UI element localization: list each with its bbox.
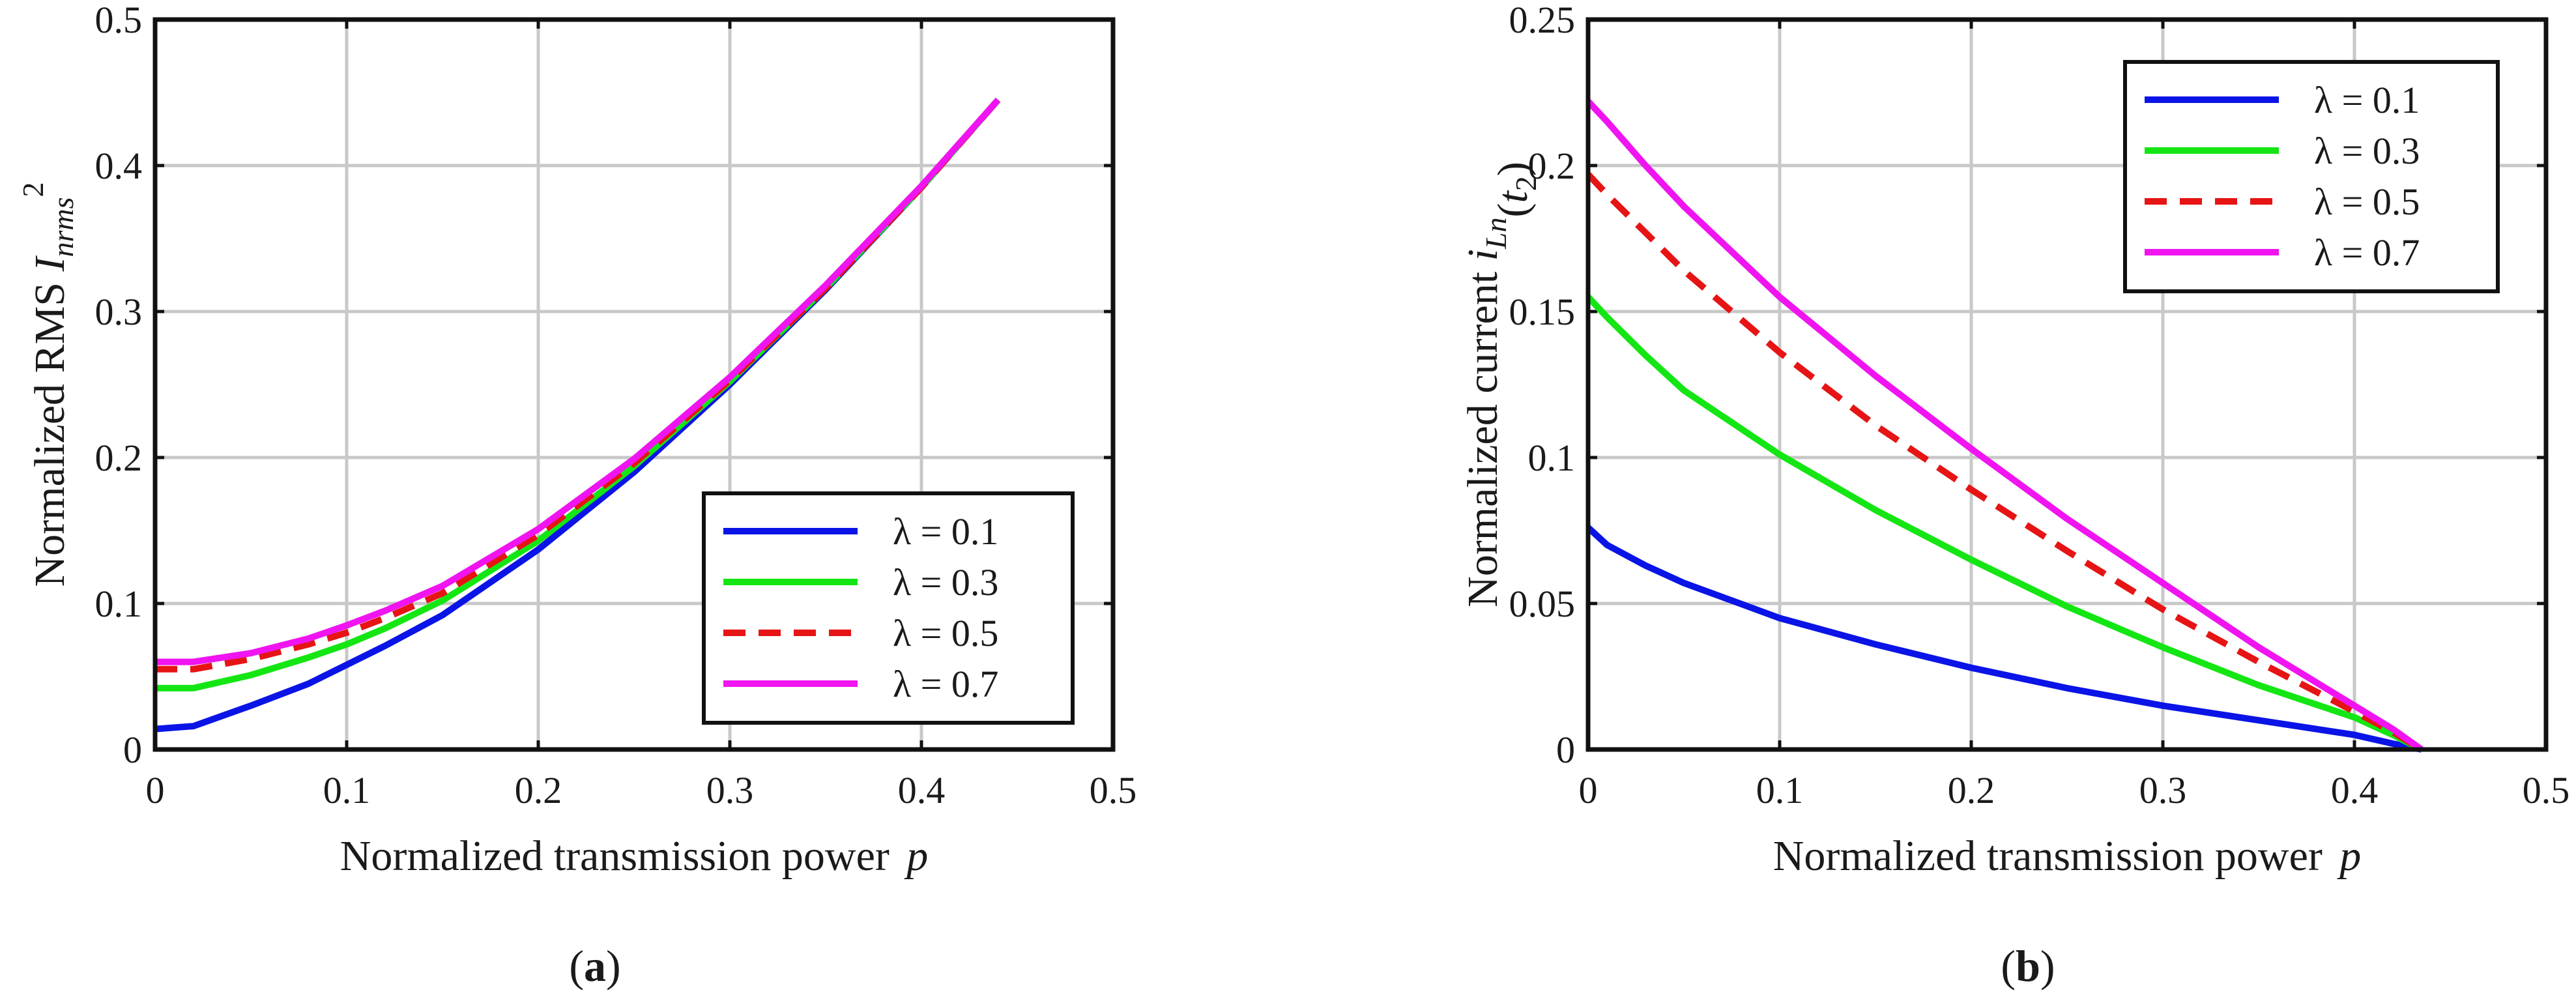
chart0-caption-letter: a xyxy=(584,941,606,991)
chart1-xtick-label: 0.3 xyxy=(2139,769,2187,811)
chart0-ytick-label: 0.1 xyxy=(95,583,143,625)
chart1-y-axis-title-text: Normalized current xyxy=(1459,261,1507,607)
chart0-ytick-label: 0 xyxy=(123,729,142,771)
chart0-legend-label-3: λ = 0.7 xyxy=(893,663,998,705)
chart1-xtick-label: 0.2 xyxy=(1948,769,1995,811)
chart1-series-line-1 xyxy=(1585,295,2424,753)
chart1-axes-frame xyxy=(1585,17,2549,752)
chart0-axes-frame xyxy=(152,17,1116,752)
chart1-legend-label-2: λ = 0.5 xyxy=(2314,181,2420,223)
chart1-legend-box xyxy=(2123,60,2500,293)
chart0-legend-label-0: λ = 0.1 xyxy=(893,510,998,553)
chart1-ytick-label: 0 xyxy=(1556,729,1575,771)
chart1-legend-label-3: λ = 0.7 xyxy=(2314,231,2420,274)
chart0-ytick-label: 0.3 xyxy=(95,291,143,333)
chart0-caption: (a) xyxy=(569,941,620,991)
chart0-xtick-label: 0.5 xyxy=(1090,769,1137,811)
chart0-x-axis-title-gap xyxy=(890,832,906,880)
chart1-y-axis-title-paren-close: ) xyxy=(1489,162,1537,176)
chart0-ytick-label: 0.2 xyxy=(95,437,143,479)
chart1-y-axis-title-paren-open: ( xyxy=(1489,203,1537,217)
chart1-y-axis-title-arg-sub: 2 xyxy=(1509,176,1542,191)
chart0-y-axis-title-sub: nrms xyxy=(46,197,80,257)
chart1-x-axis-title-var: p xyxy=(2337,832,2361,880)
chart1-y-axis-title-sub: Ln xyxy=(1479,217,1512,250)
chart0-legend-label-1: λ = 0.3 xyxy=(893,561,998,603)
chart1-ytick-label: 0.15 xyxy=(1509,291,1576,333)
chart1-x-axis-title-gap xyxy=(2323,832,2339,880)
chart1-caption-close: ) xyxy=(2040,941,2055,991)
chart1-caption-letter: b xyxy=(2016,941,2040,991)
chart0-y-axis-title-text: Normalized RMS xyxy=(26,272,74,587)
chart1-series-line-2 xyxy=(1585,171,2424,753)
chart1-y-axis-title-var: i xyxy=(1459,249,1507,261)
chart0-xtick-label: 0.2 xyxy=(515,769,562,811)
chart0-caption-close: ) xyxy=(606,941,621,991)
chart0-xtick-label: 0 xyxy=(146,769,165,811)
chart0-xtick-label: 0.4 xyxy=(898,769,946,811)
chart1-xtick-label: 0 xyxy=(1579,769,1598,811)
chart0-series-line-3 xyxy=(155,97,1001,665)
chart1-y-axis-title-arg: t xyxy=(1489,190,1537,203)
chart0-x-axis-title: Normalized transmission power p xyxy=(340,832,929,880)
chart1-x-axis-title-text: Normalized transmission power xyxy=(1773,832,2323,880)
chart0-y-axis-title: Normalized RMS Inrms2 xyxy=(16,182,80,587)
chart1-series-line-3 xyxy=(1585,98,2424,753)
chart1-xtick-label: 0.1 xyxy=(1756,769,1804,811)
chart1-xtick-label: 0.5 xyxy=(2523,769,2570,811)
chart0-xtick-label: 0.3 xyxy=(706,769,754,811)
panel-b: 0 0.1 0.2 0.3 0.4 0.5 0 0.05 0.1 0.15 0.2 0.25 Norma… xyxy=(1459,0,2569,991)
chart1-ytick-label: 0.05 xyxy=(1509,583,1576,625)
chart0-ytick-label: 0.5 xyxy=(95,0,143,41)
chart0-y-axis-title-sup: 2 xyxy=(16,182,50,197)
chart1-series-line-0 xyxy=(1585,525,2422,753)
panel-a: 0 0.1 0.2 0.3 0.4 0.5 0 0.1 0.2 0.3 0.4 0.5 Normaliz… xyxy=(16,0,1136,991)
chart1-y-axis-title: Normalized current iLn(t2) xyxy=(1459,162,1542,607)
chart1-legend-label-1: λ = 0.3 xyxy=(2314,130,2420,172)
chart1-xtick-label: 0.4 xyxy=(2331,769,2379,811)
chart1-ytick-label: 0.2 xyxy=(1528,145,1576,187)
chart1-caption-open: ( xyxy=(2001,941,2016,991)
chart1-ytick-label: 0.25 xyxy=(1509,0,1576,41)
chart0-ytick-label: 0.4 xyxy=(95,145,143,187)
chart0-caption-open: ( xyxy=(569,941,584,991)
chart1-ytick-label: 0.1 xyxy=(1528,437,1576,479)
chart0-xtick-label: 0.1 xyxy=(323,769,371,811)
chart1-x-axis-title: Normalized transmission power p xyxy=(1773,832,2362,880)
chart0-legend-label-2: λ = 0.5 xyxy=(893,612,998,654)
chart1-caption: (b) xyxy=(2001,941,2055,991)
chart0-x-axis-title-var: p xyxy=(904,832,928,880)
chart1-legend-label-0: λ = 0.1 xyxy=(2314,79,2420,121)
chart0-x-axis-title-text: Normalized transmission power xyxy=(340,832,890,880)
chart0-y-axis-title-var: I xyxy=(26,255,74,272)
chart0-legend-box xyxy=(702,491,1075,725)
